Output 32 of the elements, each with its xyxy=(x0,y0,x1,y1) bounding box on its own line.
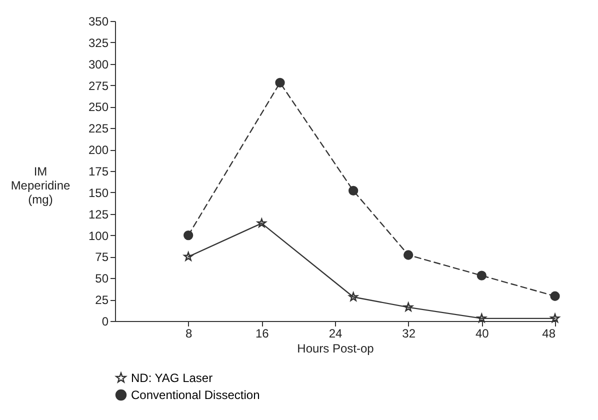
y-tick-label: 125 xyxy=(88,207,109,222)
y-tick-label: 325 xyxy=(88,36,109,50)
y-tick-label: 25 xyxy=(95,293,109,308)
y-tick-label: 0 xyxy=(102,314,109,328)
y-tick-label: 350 xyxy=(88,14,109,28)
y-tick-label: 200 xyxy=(88,143,109,158)
y-tick-label: 150 xyxy=(88,186,109,200)
point xyxy=(550,314,560,322)
x-tick-label: 40 xyxy=(475,326,490,340)
point xyxy=(275,78,285,88)
y-tick-label: 275 xyxy=(88,78,109,93)
x-tick-label: 32 xyxy=(402,326,416,340)
point xyxy=(476,270,486,280)
y-tick-label: 50 xyxy=(95,272,109,286)
y-tick-label: 225 xyxy=(88,122,109,136)
y-tick-label: 300 xyxy=(88,57,109,72)
legend-label: ND: YAG Laser xyxy=(131,371,213,385)
x-axis-title: Hours Post-op xyxy=(297,342,374,356)
x-tick-label: 48 xyxy=(542,326,556,340)
point xyxy=(404,250,414,260)
point xyxy=(348,186,358,196)
y-tick-label: 175 xyxy=(88,164,109,178)
x-tick-label: 8 xyxy=(185,326,192,340)
x-tick-label: 24 xyxy=(328,326,342,340)
y-tick-label: 250 xyxy=(88,100,109,114)
y-tick-label: 100 xyxy=(88,228,109,243)
point xyxy=(550,291,560,301)
legend-label: Conventional Dissection xyxy=(131,388,260,402)
y-axis-title: IM Meperidine (mg) xyxy=(10,164,71,206)
y-tick-label: 75 xyxy=(95,250,109,264)
x-tick-label: 16 xyxy=(255,326,270,340)
point xyxy=(184,230,194,240)
